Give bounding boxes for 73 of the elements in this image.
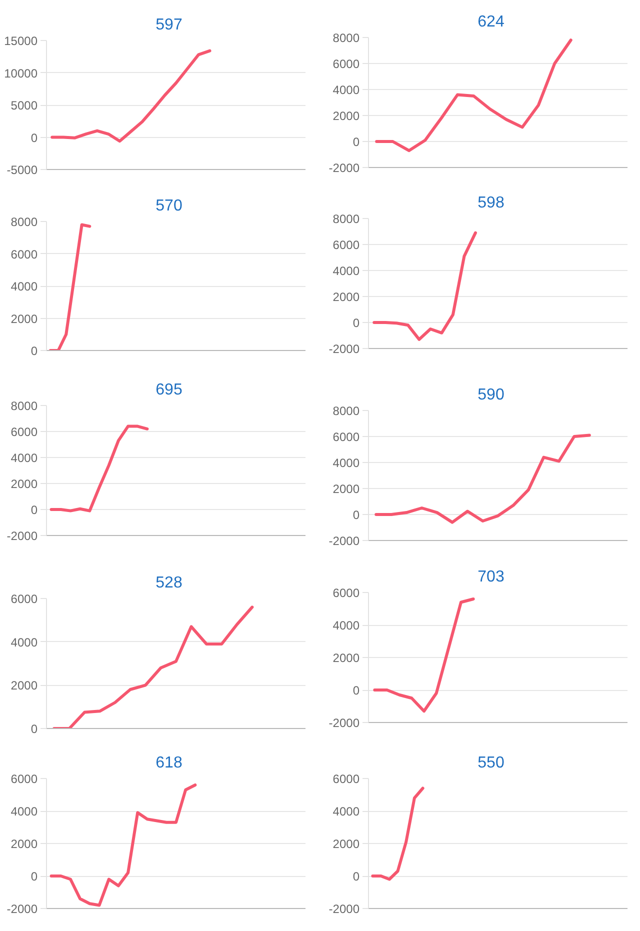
y-tick-label: 0	[352, 135, 360, 149]
line-series	[373, 598, 475, 713]
chart-title: 570	[156, 198, 182, 214]
y-tick-label: 0	[30, 344, 38, 358]
y-tick-label: 4000	[332, 618, 360, 632]
line-series	[371, 786, 424, 881]
line-series	[50, 784, 197, 907]
line-series	[50, 49, 212, 143]
line-series	[50, 424, 149, 512]
y-tick-label: 4000	[10, 804, 38, 818]
y-tick-label: 2000	[332, 290, 360, 304]
line-series	[48, 223, 92, 350]
y-tick-label: 2000	[332, 109, 360, 123]
y-tick-label: 0	[30, 870, 38, 884]
y-tick-label: 6000	[10, 592, 38, 606]
y-tick-label: 15000	[4, 34, 38, 48]
y-tick-label: -2000	[328, 902, 360, 916]
chart-title: 550	[478, 754, 504, 772]
y-tick-label: 8000	[332, 31, 360, 45]
y-tick-label: 0	[30, 503, 38, 517]
y-tick-label: 2000	[332, 482, 360, 496]
y-tick-label: 6000	[332, 430, 360, 444]
chart-title: 624	[478, 14, 504, 30]
chart-title: 528	[156, 574, 182, 592]
y-tick-label: 4000	[332, 83, 360, 97]
y-tick-label: 4000	[332, 264, 360, 278]
y-tick-label: 2000	[10, 477, 38, 491]
line-series	[52, 606, 254, 728]
y-tick-label: 8000	[10, 399, 38, 413]
y-tick-label: 0	[352, 316, 360, 330]
y-tick-label: 0	[30, 722, 38, 736]
chart-title: 590	[478, 386, 504, 404]
chart-title: 703	[478, 568, 504, 586]
y-tick-label: 6000	[332, 238, 360, 252]
y-tick-label: 0	[352, 870, 360, 884]
y-tick-label: 6000	[332, 586, 360, 600]
y-tick-label: 6000	[10, 247, 38, 262]
y-tick-label: -5000	[6, 163, 38, 177]
y-tick-label: 2000	[10, 837, 38, 851]
chart-title: 597	[156, 16, 182, 34]
y-tick-label: 5000	[10, 98, 38, 112]
chart-title: 598	[478, 194, 504, 212]
y-tick-label: -2000	[328, 161, 360, 175]
y-tick-label: 10000	[4, 66, 38, 80]
y-tick-label: 0	[352, 684, 360, 698]
chart-title: 618	[156, 754, 182, 772]
line-series	[374, 434, 591, 524]
y-tick-label: -2000	[328, 342, 360, 356]
y-tick-label: 0	[30, 130, 38, 145]
y-tick-label: 8000	[10, 215, 38, 229]
y-tick-label: 8000	[332, 404, 360, 418]
y-tick-label: 4000	[332, 804, 360, 818]
y-tick-label: -2000	[328, 534, 360, 548]
y-tick-label: 2000	[332, 837, 360, 851]
y-tick-label: 2000	[10, 678, 38, 693]
y-tick-label: 2000	[332, 651, 360, 665]
y-tick-label: 6000	[332, 772, 360, 786]
line-series	[375, 38, 572, 152]
y-tick-label: 6000	[10, 772, 38, 786]
y-tick-label: 6000	[10, 425, 38, 439]
y-tick-label: 4000	[10, 635, 38, 650]
y-tick-label: -2000	[6, 529, 38, 543]
y-tick-label: 4000	[10, 280, 38, 294]
y-tick-label: 2000	[10, 312, 38, 326]
y-tick-label: -2000	[6, 902, 38, 916]
y-tick-label: -2000	[328, 716, 360, 730]
y-tick-label: 8000	[332, 212, 360, 226]
y-tick-label: 0	[352, 508, 360, 522]
y-tick-label: 4000	[332, 456, 360, 470]
line-series	[372, 231, 477, 341]
y-tick-label: 6000	[332, 57, 360, 71]
chart-title: 695	[156, 382, 182, 398]
y-tick-label: 4000	[10, 451, 38, 465]
